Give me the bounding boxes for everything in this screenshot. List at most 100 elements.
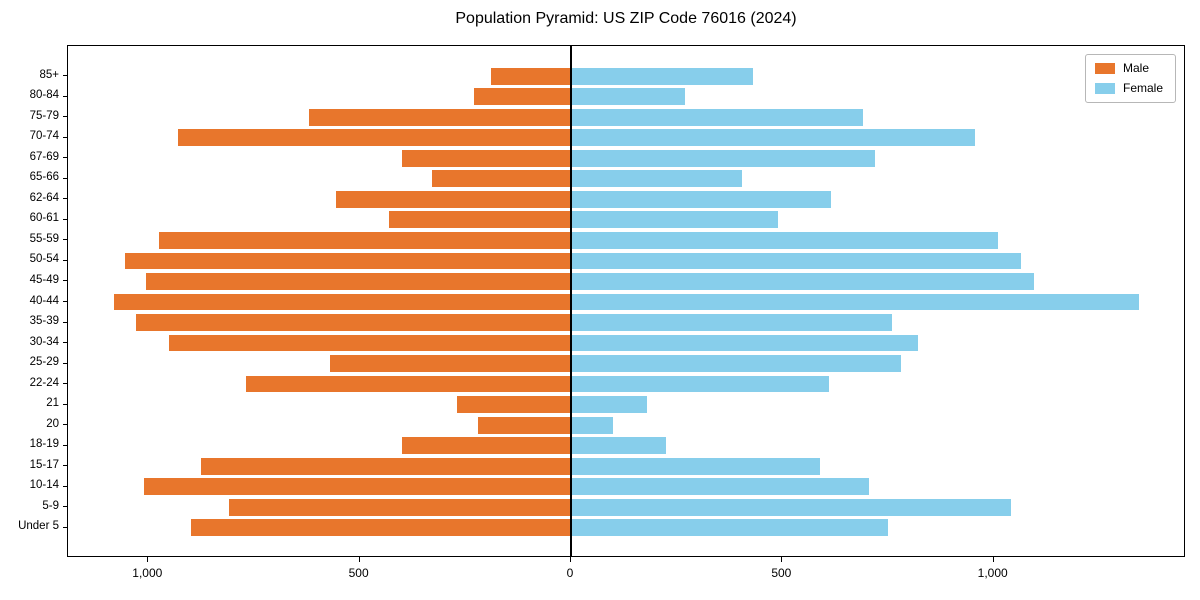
male-bar (169, 334, 571, 352)
y-tick-label: 75-79 (29, 109, 59, 122)
y-tick-label: 80-84 (29, 89, 59, 102)
female-bar (570, 190, 831, 208)
y-tick-mark (63, 383, 67, 385)
female-bar (570, 108, 863, 126)
male-bar (177, 129, 571, 147)
y-tick-mark (63, 362, 67, 364)
female-bar (570, 252, 1022, 270)
male-bar (431, 170, 571, 188)
y-tick-mark (63, 259, 67, 261)
female-bar (570, 232, 998, 249)
y-tick-mark (63, 526, 67, 528)
female-bar (570, 457, 821, 475)
x-tick-mark (781, 557, 783, 562)
female-bar (570, 149, 876, 167)
y-tick-label: 10-14 (29, 479, 59, 492)
female-bar (570, 88, 686, 106)
y-tick-mark (63, 485, 67, 487)
y-tick-label: 35-39 (29, 315, 59, 328)
legend-item-female: Female (1094, 81, 1163, 96)
male-bar (190, 519, 571, 537)
male-bar (125, 252, 571, 270)
female-bar (570, 314, 893, 331)
y-tick-label: 62-64 (29, 191, 59, 204)
female-bar (570, 478, 869, 496)
y-tick-mark (63, 218, 67, 220)
y-tick-label: 22-24 (29, 376, 59, 389)
x-tick-label: 1,000 (132, 566, 163, 580)
y-tick-label: 65-66 (29, 171, 59, 184)
x-tick-mark (992, 557, 994, 562)
female-bar (570, 437, 667, 455)
zero-axis-line (570, 46, 572, 556)
y-tick-mark (63, 506, 67, 508)
female-bar (570, 498, 1011, 516)
female-bar (570, 170, 743, 188)
legend-item-male: Male (1094, 61, 1163, 75)
male-bar (245, 375, 571, 393)
x-tick-label: 500 (771, 566, 792, 580)
y-tick-label: 30-34 (29, 335, 59, 348)
y-tick-mark (63, 444, 67, 446)
x-tick-label: 500 (348, 566, 369, 580)
female-bar (570, 129, 975, 147)
female-bar (570, 67, 753, 85)
y-tick-mark (63, 177, 67, 179)
y-tick-mark (63, 342, 67, 344)
y-tick-label: 55-59 (29, 232, 59, 245)
male-bar (490, 67, 571, 85)
female-bar (570, 334, 918, 352)
male-bar (330, 355, 571, 372)
x-tick-mark (147, 557, 149, 562)
female-bar (570, 416, 614, 434)
y-tick-label: 20 (46, 417, 59, 430)
male-swatch-icon (1094, 63, 1115, 75)
y-tick-label: 60-61 (29, 212, 59, 225)
y-tick-label: 70-74 (29, 130, 59, 143)
legend-label-male: Male (1122, 61, 1149, 75)
y-tick-mark (63, 136, 67, 138)
x-tick-label: 0 (566, 566, 574, 580)
y-tick-mark (63, 301, 67, 302)
y-tick-label: 40-44 (29, 294, 59, 307)
female-bar (570, 355, 901, 372)
x-tick-mark (358, 557, 360, 562)
chart-title: Population Pyramid: US ZIP Code 76016 (2… (455, 10, 797, 27)
male-bar (228, 498, 571, 516)
y-tick-mark (63, 321, 67, 323)
male-bar (401, 149, 571, 167)
male-bar (478, 416, 571, 434)
y-tick-label: 21 (46, 397, 59, 410)
y-tick-mark (63, 198, 67, 200)
y-tick-mark (63, 75, 67, 77)
female-swatch-icon (1094, 83, 1115, 95)
male-bar (473, 88, 571, 106)
male-bar (308, 108, 571, 126)
y-tick-label: 85+ (39, 68, 59, 81)
y-tick-label: Under 5 (18, 520, 59, 533)
male-bar (144, 478, 571, 496)
male-bar (114, 293, 571, 311)
male-bar (135, 314, 571, 331)
y-tick-label: 18-19 (29, 438, 59, 451)
male-bar (158, 232, 571, 249)
y-tick-label: 5-9 (42, 499, 59, 512)
y-tick-mark (63, 157, 67, 159)
y-tick-label: 50-54 (29, 253, 59, 266)
legend-label-female: Female (1122, 81, 1163, 96)
y-tick-mark (63, 424, 67, 426)
male-bar (389, 211, 571, 229)
male-bar (146, 273, 571, 290)
y-tick-mark (63, 465, 67, 467)
legend: Male Female (1084, 54, 1176, 104)
y-tick-mark (63, 239, 67, 241)
y-tick-mark (63, 403, 67, 405)
y-tick-mark (63, 116, 67, 118)
plot-area: Male Female (67, 45, 1185, 557)
y-tick-label: 45-49 (29, 273, 59, 286)
female-bar (570, 375, 829, 393)
male-bar (336, 190, 571, 208)
y-tick-mark (63, 280, 67, 282)
female-bar (570, 396, 648, 413)
